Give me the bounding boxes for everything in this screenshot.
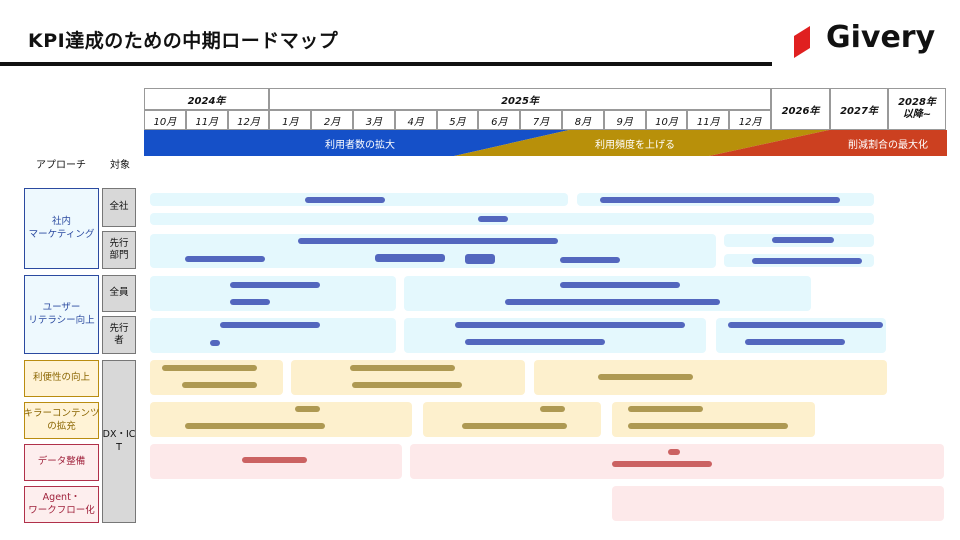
bar-row3-a — [150, 276, 396, 311]
year-2026: 2026年 — [771, 88, 830, 130]
target-all-company: 全社 — [102, 188, 136, 227]
blurred-text — [745, 339, 845, 345]
blurred-text — [600, 197, 840, 203]
approach-internal-marketing: 社内 マーケティング — [24, 188, 99, 269]
blurred-text — [728, 322, 883, 328]
blurred-text — [210, 340, 220, 346]
blurred-text — [478, 216, 508, 222]
target-dx-ict: DX・IC T — [102, 360, 136, 523]
phase-2-label: 利用頻度を上げる — [595, 139, 675, 151]
blurred-text — [305, 197, 385, 203]
target-pilot-dept: 先行 部門 — [102, 231, 136, 269]
blurred-text — [230, 282, 320, 288]
month-cell: 4月 — [394, 110, 437, 130]
blurred-text — [455, 322, 685, 328]
month-cell: 11月 — [185, 110, 228, 130]
phase-3-label: 削減割合の最大化 — [848, 139, 928, 151]
givery-logo-mark-icon — [794, 26, 810, 58]
bar-row1-c — [150, 213, 874, 225]
blurred-text — [465, 254, 495, 264]
month-cell: 6月 — [478, 110, 521, 130]
blurred-text — [295, 406, 320, 412]
month-cell: 12月 — [227, 110, 270, 130]
blurred-text — [505, 299, 720, 305]
blurred-text — [462, 423, 567, 429]
blurred-text — [628, 406, 703, 412]
month-cell: 9月 — [603, 110, 646, 130]
title-underline — [0, 62, 772, 66]
target-pioneers: 先行 者 — [102, 316, 136, 354]
approach-agent: Agent・ ワークフロー化 — [24, 486, 99, 523]
blurred-text — [185, 256, 265, 262]
month-cell: 2月 — [311, 110, 353, 130]
year-2025: 2025年 — [269, 88, 771, 110]
approach-data: データ整備 — [24, 444, 99, 481]
blurred-text — [230, 299, 270, 305]
month-cell: 8月 — [562, 110, 604, 130]
month-cell: 1月 — [269, 110, 312, 130]
year-2024: 2024年 — [144, 88, 269, 110]
bar-row6-b — [423, 402, 601, 437]
blurred-text — [668, 449, 680, 455]
blurred-text — [182, 382, 257, 388]
month-cell: 12月 — [729, 110, 771, 130]
month-cell: 5月 — [436, 110, 479, 130]
blurred-text — [560, 282, 680, 288]
year-2028-plus: 2028年 以降~ — [888, 88, 946, 130]
blurred-text — [350, 365, 455, 371]
blurred-text — [185, 423, 325, 429]
bar-row5-c — [534, 360, 887, 395]
blurred-text — [375, 254, 445, 262]
blurred-text — [540, 406, 565, 412]
blurred-text — [298, 238, 558, 244]
approach-usability: 利便性の向上 — [24, 360, 99, 397]
bar-row3-b — [404, 276, 811, 311]
month-cell: 11月 — [687, 110, 730, 130]
logo-text: Givery — [826, 20, 936, 55]
target-everyone: 全員 — [102, 275, 136, 312]
approach-killer-content: キラーコンテンツ の拡充 — [24, 402, 100, 439]
blurred-text — [162, 365, 257, 371]
month-cell: 10月 — [144, 110, 186, 130]
blurred-text — [465, 339, 605, 345]
approach-header: アプローチ — [36, 160, 86, 171]
blurred-text — [352, 382, 462, 388]
blurred-text — [598, 374, 693, 380]
page-title: KPI達成のための中期ロードマップ — [28, 30, 339, 52]
blurred-text — [242, 457, 307, 463]
bar-row8-a — [612, 486, 944, 521]
year-2027: 2027年 — [830, 88, 888, 130]
phase-band — [144, 130, 947, 156]
target-header: 対象 — [110, 160, 130, 171]
month-cell: 10月 — [645, 110, 688, 130]
bar-row6-a — [150, 402, 412, 437]
blurred-text — [752, 258, 862, 264]
blurred-text — [628, 423, 788, 429]
blurred-text — [560, 257, 620, 263]
month-cell: 3月 — [353, 110, 395, 130]
approach-literacy: ユーザー リテラシー向上 — [24, 275, 99, 354]
month-cell: 7月 — [520, 110, 562, 130]
phase-1-label: 利用者数の拡大 — [325, 139, 395, 151]
blurred-text — [220, 322, 320, 328]
blurred-text — [612, 461, 712, 467]
blurred-text — [772, 237, 834, 243]
